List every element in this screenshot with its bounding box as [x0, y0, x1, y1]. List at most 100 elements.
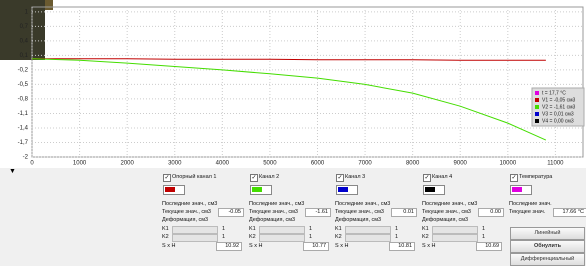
- sxh-label: S x H: [422, 242, 435, 250]
- y-tick-label: -2: [23, 155, 29, 161]
- y-tick-label: -0,2: [18, 67, 29, 73]
- deformation-label: Деформация, см3: [422, 216, 468, 224]
- y-tick-label: -1,7: [18, 140, 29, 146]
- k2-value: 1: [222, 233, 225, 241]
- legend-swatch: [535, 98, 539, 102]
- current-label: Текущее знач., см3: [162, 208, 211, 216]
- x-tick-label: 2000: [120, 161, 134, 167]
- checkbox[interactable]: ✓: [336, 174, 344, 182]
- y-tick-label: -0,5: [18, 82, 29, 88]
- current-value: -0.05: [218, 208, 244, 217]
- legend-label: V3 = 0,01 см3: [542, 111, 574, 117]
- x-tick-label: 4000: [216, 161, 230, 167]
- current-value: 17.66 °C: [553, 208, 586, 217]
- checkbox[interactable]: ✓: [250, 174, 258, 182]
- last-label: Последние знач.: [509, 200, 552, 208]
- slider[interactable]: [345, 234, 391, 242]
- x-tick-label: 7000: [358, 161, 372, 167]
- sxh-value: 10.69: [476, 242, 502, 251]
- k1-value: 1: [309, 225, 312, 233]
- k1-label: K1: [335, 225, 342, 233]
- panel-title: Канал 4: [432, 173, 452, 181]
- button[interactable]: Линейный: [510, 227, 585, 240]
- current-label: Текущее знач., см3: [335, 208, 384, 216]
- legend-swatch: [535, 105, 539, 109]
- y-tick-label: -1,1: [18, 111, 29, 117]
- current-value: -1.61: [305, 208, 331, 217]
- y-tick-label: 0,4: [20, 38, 29, 44]
- k1-value: 1: [482, 225, 485, 233]
- last-label: Последние знач., см3: [335, 200, 390, 208]
- slider[interactable]: [345, 226, 391, 234]
- app-window: 10,70,40,1-0,2-0,5-0,8-1,1-1,4-1,7-20100…: [0, 0, 586, 262]
- panel-title: Опорный канал 1: [172, 173, 216, 181]
- x-tick-label: 11000: [547, 161, 564, 167]
- legend-swatch: [535, 91, 539, 95]
- checkbox[interactable]: ✓: [163, 174, 171, 182]
- sxh-label: S x H: [162, 242, 175, 250]
- channel-panel: ✓Канал 3 Последние знач., см3Текущее знач…: [333, 170, 415, 260]
- sxh-value: 10.77: [303, 242, 329, 251]
- panel-title: Канал 2: [259, 173, 279, 181]
- legend-swatch: [535, 112, 539, 116]
- last-label: Последние знач., см3: [249, 200, 304, 208]
- sxh-value: 10.92: [216, 242, 242, 251]
- color-swatch: [512, 187, 522, 192]
- color-swatch: [165, 187, 175, 192]
- k2-value: 1: [309, 233, 312, 241]
- color-swatch: [425, 187, 435, 192]
- current-label: Текущее знач., см3: [422, 208, 471, 216]
- deformation-label: Деформация, см3: [249, 216, 295, 224]
- sxh-label: S x H: [335, 242, 348, 250]
- y-tick-label: -1,4: [18, 126, 29, 132]
- checkbox[interactable]: ✓: [510, 174, 518, 182]
- last-label: Последние знач., см3: [162, 200, 217, 208]
- k1-label: K1: [162, 225, 169, 233]
- k1-label: K1: [249, 225, 256, 233]
- legend-label: V4 = 0,00 см3: [542, 118, 574, 124]
- y-tick-label: 0,7: [20, 24, 29, 30]
- photo-overlay: [0, 0, 45, 60]
- collapse-arrow[interactable]: ▼: [9, 168, 16, 175]
- slider[interactable]: [432, 234, 478, 242]
- k1-label: K1: [422, 225, 429, 233]
- y-tick-label: 0,1: [20, 53, 29, 59]
- checkbox[interactable]: ✓: [423, 174, 431, 182]
- legend-label: t = 17,7 °C: [542, 90, 566, 96]
- button[interactable]: Дифференциальный: [510, 253, 585, 266]
- x-tick-label: 1000: [73, 161, 87, 167]
- photo-overlay: [45, 0, 53, 10]
- panel-title: Канал 3: [345, 173, 365, 181]
- slider[interactable]: [172, 226, 218, 234]
- x-tick-label: 8000: [406, 161, 420, 167]
- k1-value: 1: [222, 225, 225, 233]
- color-swatch: [252, 187, 262, 192]
- k2-value: 1: [395, 233, 398, 241]
- x-tick-label: 9000: [454, 161, 468, 167]
- slider[interactable]: [259, 226, 305, 234]
- button[interactable]: Обнулить: [510, 240, 585, 253]
- deformation-label: Деформация, см3: [335, 216, 381, 224]
- last-label: Последние знач., см3: [422, 200, 477, 208]
- legend-label: V1 = -0,05 см3: [542, 97, 576, 103]
- x-tick-label: 5000: [263, 161, 277, 167]
- slider[interactable]: [432, 226, 478, 234]
- k2-label: K2: [162, 233, 169, 241]
- legend-label: V2 = -1,61 см3: [542, 104, 576, 110]
- k2-label: K2: [422, 233, 429, 241]
- k1-value: 1: [395, 225, 398, 233]
- sxh-label: S x H: [249, 242, 262, 250]
- slider[interactable]: [259, 234, 305, 242]
- current-value: 0.00: [478, 208, 504, 217]
- x-tick-label: 3000: [168, 161, 182, 167]
- k2-label: K2: [335, 233, 342, 241]
- deformation-label: Деформация, см3: [162, 216, 208, 224]
- slider[interactable]: [172, 234, 218, 242]
- x-tick-label: 10000: [499, 161, 516, 167]
- k2-value: 1: [482, 233, 485, 241]
- panel-title: Температура: [519, 173, 552, 181]
